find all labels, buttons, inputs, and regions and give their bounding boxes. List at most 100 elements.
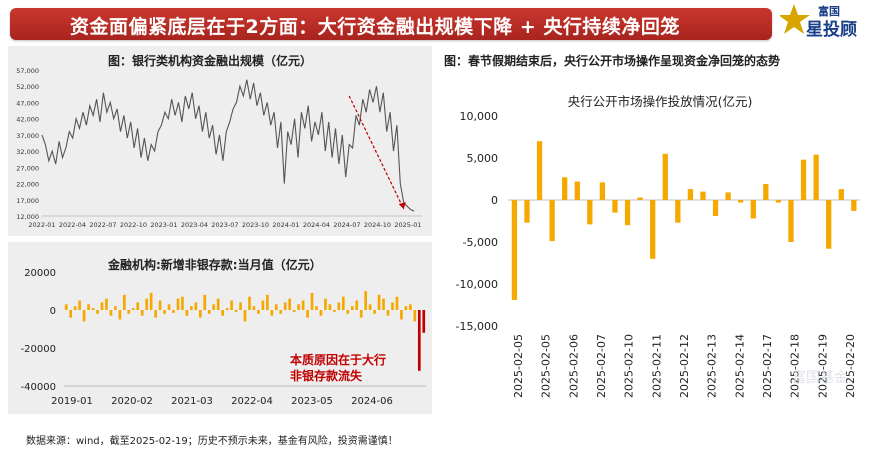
bar: [310, 292, 314, 310]
bar: [350, 306, 354, 310]
bar: [185, 310, 189, 316]
bar: [549, 200, 555, 242]
annotation: 本质原因在于大行 非银存款流失: [290, 352, 386, 384]
bar: [524, 200, 530, 223]
bar: [851, 200, 857, 211]
star-icon: 富国 星投顾: [778, 4, 857, 40]
brand-logo: 富国 星投顾: [778, 2, 872, 42]
bar: [346, 310, 350, 314]
y-tick-label: 17,000: [16, 197, 39, 205]
bar: [788, 200, 794, 242]
bar: [562, 177, 568, 200]
x-tick-label: 2022-10: [120, 221, 147, 229]
logo-top-text: 富国: [818, 4, 840, 18]
x-tick-label: 2022-04: [231, 396, 273, 407]
bar: [198, 310, 202, 318]
bar: [750, 200, 756, 219]
x-tick-label: 2025-02-13: [706, 334, 719, 398]
bar: [377, 294, 381, 310]
chart-title: 央行公开市场操作投放情况(亿元): [568, 94, 753, 109]
bar: [712, 200, 719, 216]
bar: [114, 306, 117, 310]
bar: [100, 302, 104, 310]
y-tick-label: -40000: [21, 382, 56, 393]
logo-main-text: 星投顾: [806, 19, 857, 40]
left-top-panel: 图：银行类机构资金融出规模（亿元） 12,000 17,000 22,000 27,0…: [8, 46, 432, 236]
bar: [650, 200, 656, 259]
x-tick-label: 2023-01: [150, 221, 177, 229]
bar: [355, 300, 359, 310]
trend-arrow-line: [348, 95, 405, 210]
bar: [599, 182, 606, 200]
y-tick-label: 0: [50, 306, 56, 317]
bar: [319, 310, 323, 316]
bar: [270, 310, 274, 316]
bar: [297, 304, 300, 310]
bar: [624, 200, 631, 226]
bar: [511, 200, 518, 300]
bar: [194, 302, 198, 310]
bar: [292, 310, 296, 312]
bar: [301, 300, 305, 310]
bar: [216, 298, 220, 310]
y-tick-label: 52,000: [16, 83, 39, 91]
bar: [359, 310, 363, 318]
bar: [612, 200, 618, 213]
bar: [574, 181, 580, 200]
y-tick-label: 27,000: [16, 164, 39, 172]
bar: [700, 191, 706, 200]
bar: [131, 308, 135, 310]
x-tick-label: 2023-05: [291, 396, 333, 407]
x-tick-label: 2021-03: [171, 396, 213, 407]
bar: [234, 310, 238, 312]
bar: [826, 200, 832, 249]
bar: [154, 310, 157, 318]
left-top-title: 图：银行类机构资金融出规模（亿元）: [108, 54, 313, 68]
bar: [404, 306, 408, 310]
bar: [662, 153, 668, 200]
x-tick-label: 2022-04: [59, 221, 86, 229]
bar: [337, 302, 341, 310]
bar: [64, 304, 68, 310]
bar: [279, 310, 283, 314]
bar: [118, 310, 122, 320]
bar: [391, 302, 394, 310]
bar: [368, 304, 372, 310]
x-tick-label: 2025-02-06: [567, 334, 580, 398]
bar: [109, 310, 113, 316]
y-tick-label: -5,000: [463, 236, 498, 249]
bar: [225, 308, 229, 310]
y-tick-label: -10,000: [456, 278, 498, 291]
x-tick-label: 2025-02-05: [540, 334, 553, 398]
y-tick-label: 57,000: [16, 67, 39, 75]
bar: [176, 298, 180, 310]
x-tick-label: 2025-02-20: [844, 334, 857, 398]
bar: [838, 189, 844, 200]
y-tick-label: 22,000: [16, 181, 39, 189]
bar: [78, 300, 81, 310]
right-panel-title: 图：春节假期结束后，央行公开市场操作呈现资金净回笼的态势: [444, 54, 781, 68]
bar: [587, 200, 593, 225]
x-tick-label: 2025-02-19: [816, 334, 829, 398]
bar: [813, 154, 819, 200]
bar: [422, 310, 426, 333]
bar: [212, 304, 216, 310]
y-tick-label: 10,000: [460, 110, 499, 123]
bar: [687, 189, 694, 200]
bar: [167, 304, 171, 310]
bar: [274, 304, 278, 310]
bar: [763, 184, 769, 200]
x-tick-label: 2024-01: [272, 221, 299, 229]
bar: [122, 294, 126, 310]
bar: [69, 310, 73, 318]
watermark-text: 富国基金: [792, 369, 848, 386]
pboc-operations-chart: 央行公开市场操作投放情况(亿元) 10,000 5,000 0 -5,000 -10,00…: [456, 94, 860, 398]
bar: [207, 310, 211, 314]
y-tick-label: -20000: [21, 344, 56, 355]
page-title: 资金面偏紧底层在于2方面：大行资金融出规模下降 + 央行持续净回笼: [70, 16, 680, 38]
y-tick-label: 0: [491, 194, 498, 207]
bar: [341, 296, 345, 310]
x-tick-label: 2025-02-18: [789, 334, 802, 398]
bar: [136, 302, 140, 310]
bar: [145, 298, 149, 310]
